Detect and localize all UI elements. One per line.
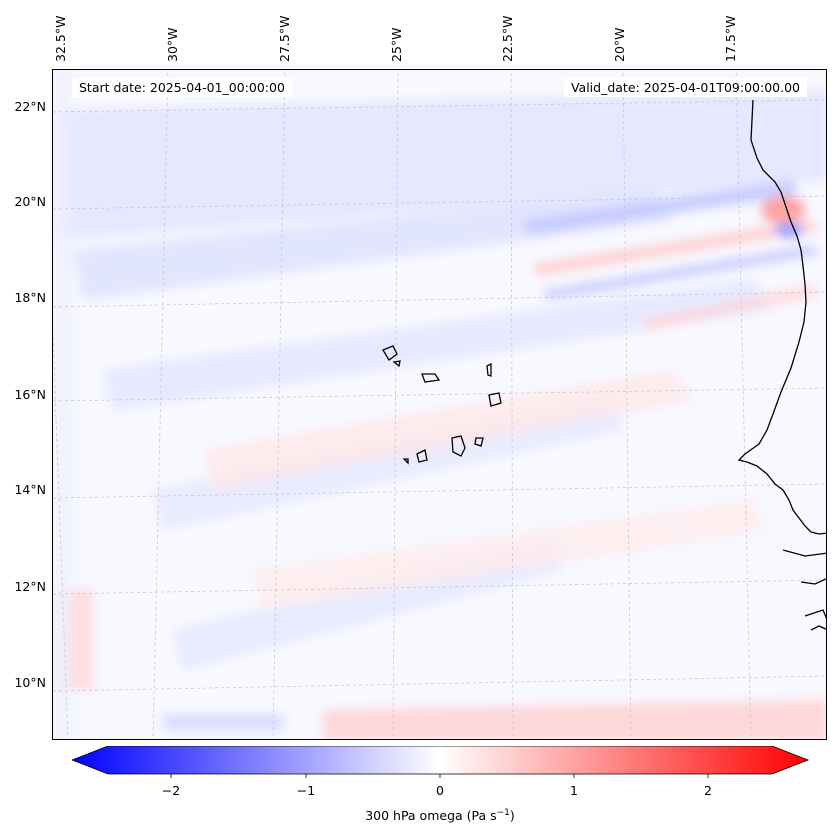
lon-label-30w: 30°W (165, 27, 180, 62)
colorbar-tick-minus-1: −1 (296, 783, 316, 798)
colorbar-tick-0: 0 (436, 783, 444, 798)
colorbar-label-prefix: 300 hPa omega (Pa s (365, 808, 497, 824)
lat-label-20n: 20°N (14, 194, 46, 209)
graticule (53, 70, 826, 739)
omega-shading (53, 70, 826, 739)
lon-label-17-5w: 17.5°W (723, 15, 738, 62)
colorbar-label-exponent: −1 (496, 808, 510, 818)
valid-date-label: Valid_date: 2025-04-01T09:00:00.00 (563, 78, 807, 97)
lat-label-16n: 16°N (14, 387, 46, 402)
colorbar (72, 746, 810, 778)
map-panel: Start date: 2025-04-01_00:00:00 Valid_da… (52, 69, 827, 740)
lat-label-22n: 22°N (14, 99, 46, 114)
lat-label-18n: 18°N (14, 290, 46, 305)
lat-label-12n: 12°N (14, 579, 46, 594)
lat-label-14n: 14°N (14, 482, 46, 497)
colorbar-label: 300 hPa omega (Pa s−1) (0, 808, 837, 823)
lon-label-20w: 20°W (612, 27, 627, 62)
lon-label-27-5w: 27.5°W (277, 15, 292, 62)
colorbar-tick-1: 1 (570, 783, 578, 798)
colorbar-tick-2: 2 (704, 783, 712, 798)
colorbar-tick-minus-2: −2 (161, 783, 181, 798)
coastlines (382, 99, 826, 631)
lon-label-32-5w: 32.5°W (53, 15, 68, 62)
colorbar-label-suffix: ) (509, 808, 515, 824)
start-date-label: Start date: 2025-04-01_00:00:00 (72, 78, 292, 97)
lon-label-25w: 25°W (389, 27, 404, 62)
omega-field-map (53, 70, 826, 739)
colorbar-gradient (72, 746, 810, 775)
lat-label-10n: 10°N (14, 675, 46, 690)
lon-label-22-5w: 22.5°W (500, 15, 515, 62)
